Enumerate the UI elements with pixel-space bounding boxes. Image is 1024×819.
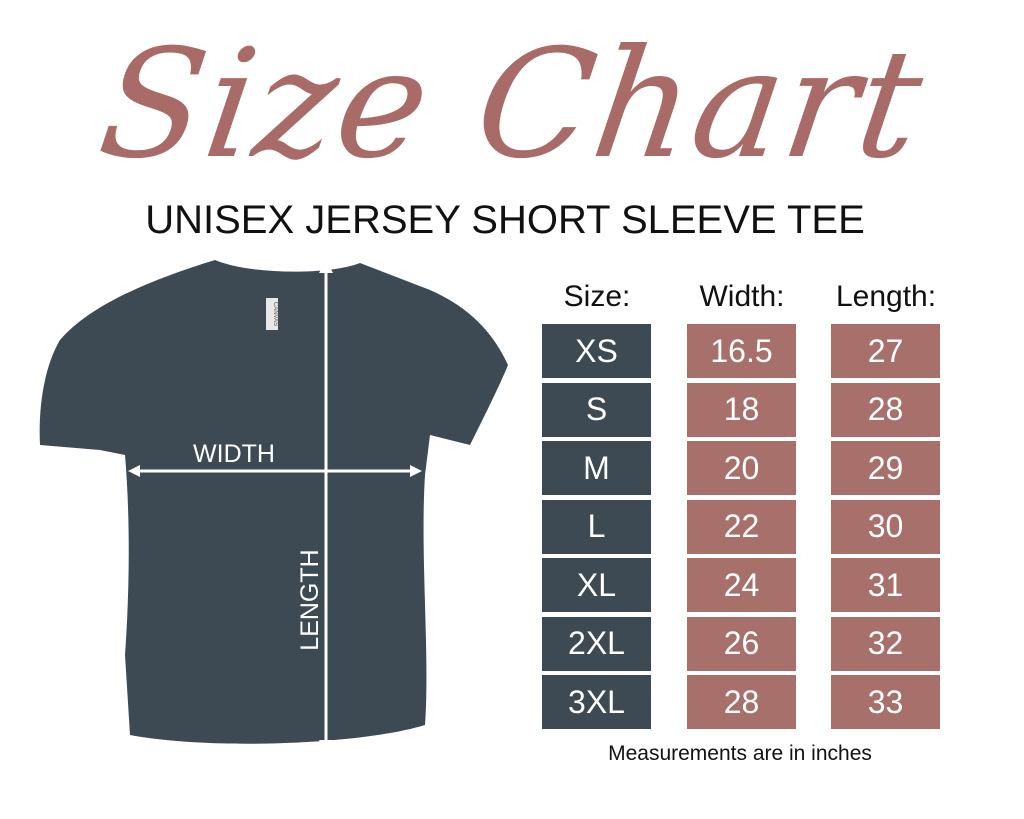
measurement-note: Measurements are in inches bbox=[608, 742, 872, 765]
cell-width: 28 bbox=[687, 675, 796, 729]
subtitle: UNISEX JERSEY SHORT SLEEVE TEE bbox=[145, 198, 865, 242]
tshirt-illustration: CANVAS WIDTH LENGTH bbox=[39, 260, 508, 753]
cell-size: S bbox=[542, 382, 651, 437]
tshirt-body bbox=[39, 260, 508, 744]
cell-width: 22 bbox=[687, 499, 796, 554]
cell-length: 33 bbox=[831, 675, 940, 729]
cell-length: 32 bbox=[831, 616, 940, 671]
cell-size: 2XL bbox=[542, 616, 651, 671]
header-width: Width: bbox=[699, 280, 785, 313]
cell-width: 16.5 bbox=[687, 324, 796, 378]
length-label: LENGTH bbox=[296, 549, 324, 650]
tag-text: CANVAS bbox=[272, 302, 278, 326]
cell-length: 28 bbox=[831, 382, 940, 437]
cell-size: M bbox=[542, 441, 651, 495]
cell-width: 18 bbox=[687, 382, 796, 437]
cell-length: 31 bbox=[831, 558, 940, 612]
header-size: Size: bbox=[563, 280, 631, 313]
cell-length: 30 bbox=[831, 499, 940, 554]
width-arrow-right-head bbox=[410, 465, 422, 477]
cell-size: L bbox=[542, 499, 651, 554]
cell-size: XL bbox=[542, 558, 651, 612]
width-arrow-left-head bbox=[128, 465, 140, 477]
title: Size Chart bbox=[90, 18, 934, 192]
cell-size: XS bbox=[542, 324, 651, 378]
length-arrow-top-head bbox=[319, 260, 333, 273]
header-length: Length: bbox=[835, 280, 937, 313]
length-arrow-bottom-head bbox=[319, 740, 333, 753]
cell-width: 24 bbox=[687, 558, 796, 612]
cell-width: 26 bbox=[687, 616, 796, 671]
tag-icon bbox=[266, 298, 278, 330]
cell-width: 20 bbox=[687, 441, 796, 495]
cell-size: 3XL bbox=[542, 675, 651, 729]
cell-length: 27 bbox=[831, 324, 940, 378]
width-label: WIDTH bbox=[193, 440, 275, 468]
cell-length: 29 bbox=[831, 441, 940, 495]
